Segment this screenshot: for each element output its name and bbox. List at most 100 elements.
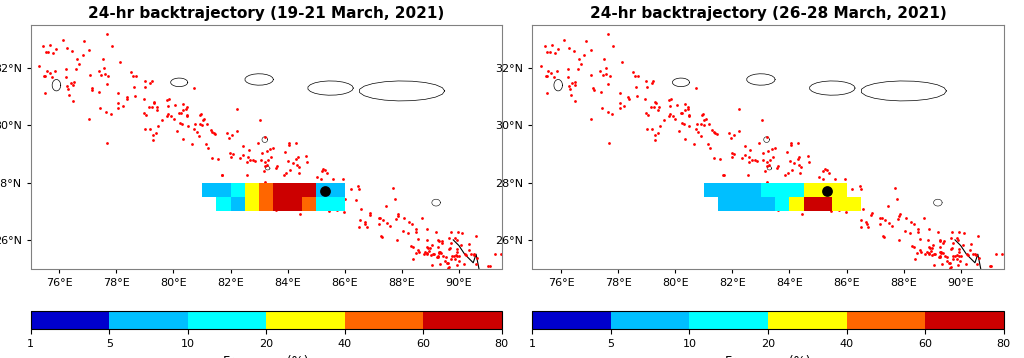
Bar [288,197,316,211]
Point [461,247,477,253]
Point [941,260,957,266]
Point [543,70,559,76]
Point [279,170,295,176]
Point [764,146,780,152]
Point [113,59,129,64]
Point [145,99,162,105]
Point [39,68,55,73]
Point [646,137,663,143]
Point [458,252,474,258]
Point [419,226,435,232]
Point [439,260,456,266]
Point [600,32,616,37]
Bar [790,183,818,197]
Point [598,66,614,71]
Point [655,117,672,123]
Point [709,131,725,137]
Point [62,81,79,86]
Point [90,68,106,74]
Point [281,142,297,148]
Point [361,210,378,216]
Point [70,56,86,62]
Point [47,68,63,74]
Point [443,240,460,246]
Point [943,264,959,270]
Bar [230,183,259,197]
Point [403,221,420,227]
Point [693,121,710,127]
Point [796,195,812,201]
Point [932,238,948,244]
Point [309,174,326,180]
Point [746,157,763,163]
Point [447,256,464,262]
Point [721,130,737,136]
Point [154,117,170,123]
Point [815,176,831,182]
Point [213,173,229,178]
Point [781,158,798,164]
Point [419,245,435,250]
Point [754,117,770,123]
Point [440,266,457,271]
Point [724,154,740,160]
Point [897,229,913,234]
Point [319,192,336,198]
Point [285,160,301,166]
Point [280,158,296,164]
Point [716,173,732,178]
Point [443,253,460,259]
Point [926,262,942,268]
Point [585,85,601,91]
Point [440,246,457,251]
Point [194,122,210,127]
Point [838,209,854,215]
Point [971,255,987,261]
Point [792,154,808,160]
Point [708,130,724,136]
Point [356,219,373,224]
Point [98,81,115,87]
Point [353,206,370,212]
Point [890,237,906,243]
Point [681,113,697,119]
Point [429,254,445,260]
Bar [202,183,230,197]
Point [770,207,786,213]
Point [234,153,251,158]
Point [935,240,951,246]
Point [705,127,721,133]
Point [373,233,389,239]
Point [210,156,226,162]
Point [425,251,441,257]
Point [890,217,906,222]
Point [167,102,183,108]
Point [815,201,831,207]
Point [159,97,175,103]
Point [66,82,82,88]
Point [872,215,889,221]
Point [450,229,466,234]
Point [650,104,667,110]
Point [196,116,212,122]
Point [430,238,446,244]
Point [36,73,52,79]
Point [939,254,955,260]
Point [942,266,958,271]
Point [595,73,611,78]
Point [544,42,560,48]
Point [935,250,951,256]
Point [537,43,553,49]
Point [755,150,771,156]
Point [566,98,583,104]
Point [983,263,999,268]
Point [234,144,251,149]
Point [943,235,959,241]
Point [932,244,948,250]
Point [922,245,938,251]
Point [572,61,589,67]
Point [228,128,245,134]
Point [172,111,188,116]
Point [66,79,82,84]
Point [288,156,304,162]
